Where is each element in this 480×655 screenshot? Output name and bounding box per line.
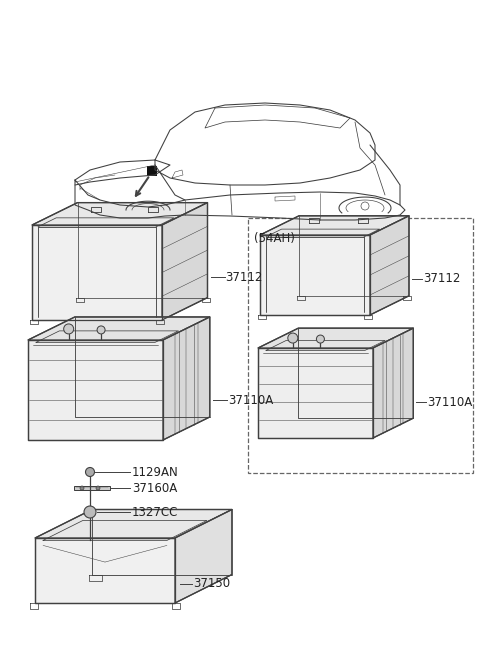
Circle shape xyxy=(85,468,95,476)
Polygon shape xyxy=(32,225,162,320)
Polygon shape xyxy=(370,215,409,315)
Bar xyxy=(248,218,473,473)
Text: 37110A: 37110A xyxy=(228,394,273,407)
Polygon shape xyxy=(258,348,373,438)
Text: 1327CC: 1327CC xyxy=(132,506,179,519)
Polygon shape xyxy=(163,317,210,440)
Text: 37160A: 37160A xyxy=(132,481,177,495)
Text: 37110A: 37110A xyxy=(427,396,472,409)
Polygon shape xyxy=(162,202,207,320)
Polygon shape xyxy=(32,202,207,225)
Polygon shape xyxy=(35,510,232,538)
Polygon shape xyxy=(175,510,232,603)
Polygon shape xyxy=(258,328,413,348)
Text: 37112: 37112 xyxy=(423,272,460,286)
Polygon shape xyxy=(28,340,163,440)
Circle shape xyxy=(288,333,298,343)
Text: (54AH): (54AH) xyxy=(254,232,295,245)
Text: 37112: 37112 xyxy=(226,271,263,284)
Circle shape xyxy=(80,486,84,490)
Text: 37150: 37150 xyxy=(193,577,230,590)
Polygon shape xyxy=(260,235,370,315)
Polygon shape xyxy=(74,486,110,490)
Circle shape xyxy=(97,326,105,334)
Polygon shape xyxy=(373,328,413,438)
Circle shape xyxy=(64,324,74,334)
Text: 1129AN: 1129AN xyxy=(132,466,179,479)
Polygon shape xyxy=(35,538,175,603)
Polygon shape xyxy=(28,317,210,340)
Circle shape xyxy=(316,335,324,343)
Polygon shape xyxy=(260,215,409,235)
Circle shape xyxy=(84,506,96,518)
Polygon shape xyxy=(147,166,157,176)
Circle shape xyxy=(96,486,100,490)
